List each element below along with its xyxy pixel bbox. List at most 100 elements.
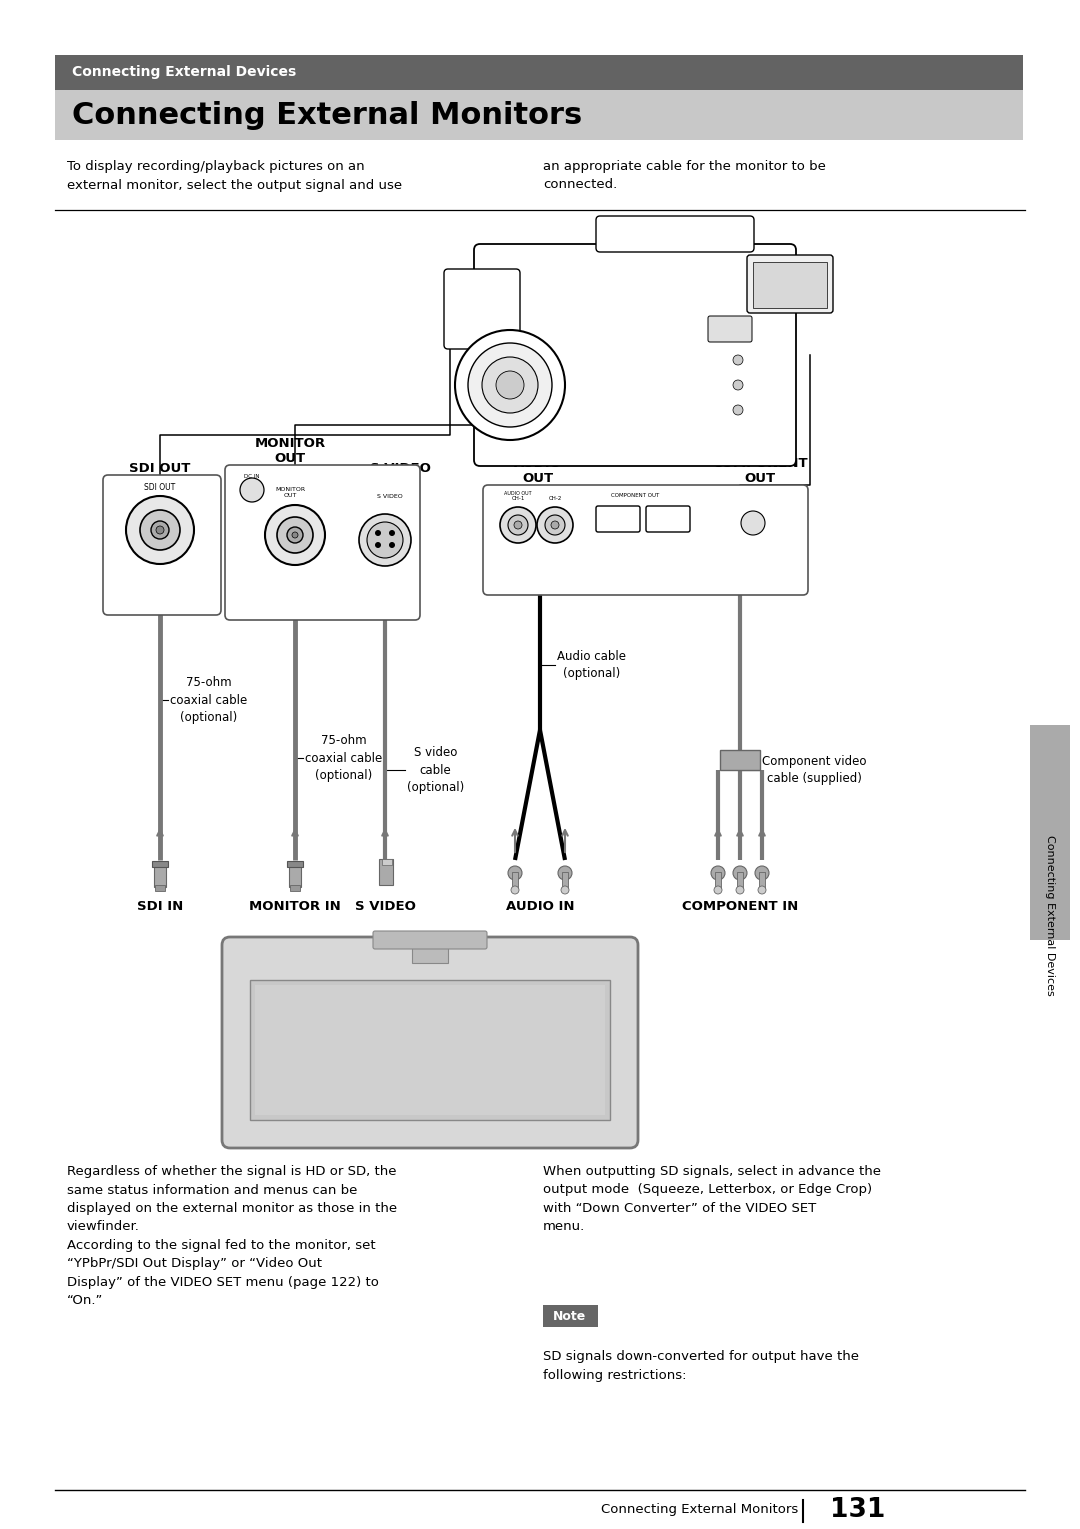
FancyBboxPatch shape	[225, 465, 420, 619]
Bar	[154, 865, 166, 887]
Circle shape	[496, 372, 524, 399]
FancyBboxPatch shape	[753, 261, 827, 307]
Bar	[715, 872, 721, 890]
Text: When outputting SD signals, select in advance the
output mode  (Squeeze, Letterb: When outputting SD signals, select in ad…	[543, 1165, 881, 1234]
Circle shape	[537, 508, 573, 543]
Circle shape	[367, 521, 403, 558]
FancyBboxPatch shape	[708, 317, 752, 342]
Text: S VIDEO: S VIDEO	[369, 462, 431, 476]
Circle shape	[126, 495, 194, 564]
Text: AUDIO IN: AUDIO IN	[505, 901, 575, 913]
Text: 75-ohm
coaxial cable
(optional): 75-ohm coaxial cable (optional)	[305, 734, 382, 781]
Circle shape	[482, 356, 538, 413]
Bar	[720, 751, 760, 771]
Text: an appropriate cable for the monitor to be
connected.: an appropriate cable for the monitor to …	[543, 161, 826, 191]
Circle shape	[551, 521, 559, 529]
Circle shape	[468, 342, 552, 427]
FancyBboxPatch shape	[747, 255, 833, 313]
FancyBboxPatch shape	[255, 985, 605, 1115]
Circle shape	[151, 521, 168, 540]
Text: 131: 131	[831, 1497, 886, 1523]
Text: SDI OUT: SDI OUT	[130, 462, 191, 476]
Text: Note: Note	[553, 1309, 586, 1323]
Circle shape	[545, 515, 565, 535]
Text: Regardless of whether the signal is HD or SD, the
same status information and me: Regardless of whether the signal is HD o…	[67, 1165, 397, 1307]
FancyBboxPatch shape	[222, 937, 638, 1148]
Circle shape	[514, 521, 522, 529]
FancyBboxPatch shape	[646, 506, 690, 532]
Bar	[512, 872, 518, 890]
Bar	[543, 1304, 598, 1327]
Text: Component video
cable (supplied): Component video cable (supplied)	[762, 755, 866, 784]
Bar	[411, 940, 448, 963]
Text: Audio cable
(optional): Audio cable (optional)	[557, 650, 626, 680]
Text: S VIDEO: S VIDEO	[377, 494, 403, 498]
Bar	[55, 90, 1023, 141]
Circle shape	[733, 381, 743, 390]
Circle shape	[508, 865, 522, 881]
Text: S VIDEO: S VIDEO	[354, 901, 416, 913]
FancyBboxPatch shape	[596, 506, 640, 532]
Circle shape	[276, 517, 313, 553]
Circle shape	[714, 885, 723, 894]
Text: SDI OUT: SDI OUT	[145, 483, 176, 492]
Circle shape	[511, 885, 519, 894]
Text: To display recording/playback pictures on an
external monitor, select the output: To display recording/playback pictures o…	[67, 161, 402, 191]
Circle shape	[508, 515, 528, 535]
Circle shape	[733, 865, 747, 881]
Bar	[152, 861, 168, 867]
Circle shape	[741, 511, 765, 535]
Circle shape	[292, 532, 298, 538]
Text: AUDIO OUT: AUDIO OUT	[504, 491, 531, 495]
Text: COMPONENT
OUT: COMPONENT OUT	[712, 457, 808, 485]
Bar	[291, 885, 300, 891]
Circle shape	[240, 479, 264, 502]
Bar	[55, 55, 1023, 90]
FancyBboxPatch shape	[444, 269, 519, 349]
Bar	[156, 885, 165, 891]
Circle shape	[733, 405, 743, 414]
Circle shape	[389, 531, 395, 537]
FancyBboxPatch shape	[373, 931, 487, 950]
Circle shape	[733, 355, 743, 365]
Text: AUDIO
OUT: AUDIO OUT	[514, 457, 562, 485]
Bar	[289, 865, 301, 887]
Text: MONITOR IN: MONITOR IN	[249, 901, 341, 913]
Circle shape	[561, 885, 569, 894]
Text: MONITOR
OUT: MONITOR OUT	[275, 488, 305, 498]
FancyBboxPatch shape	[483, 485, 808, 595]
Circle shape	[500, 508, 536, 543]
Bar	[759, 872, 765, 890]
Circle shape	[265, 505, 325, 566]
Text: COMPONENT IN: COMPONENT IN	[681, 901, 798, 913]
Text: SDI IN: SDI IN	[137, 901, 184, 913]
Text: DC IN: DC IN	[244, 474, 260, 479]
FancyBboxPatch shape	[474, 245, 796, 466]
Text: COMPONENT OUT: COMPONENT OUT	[611, 492, 659, 498]
FancyBboxPatch shape	[596, 216, 754, 252]
Circle shape	[375, 541, 381, 547]
Circle shape	[375, 531, 381, 537]
Bar	[562, 872, 568, 890]
Bar	[737, 872, 743, 890]
Circle shape	[755, 865, 769, 881]
Circle shape	[287, 528, 303, 543]
Circle shape	[758, 885, 766, 894]
Text: Connecting External Devices: Connecting External Devices	[72, 66, 296, 80]
Circle shape	[140, 511, 180, 550]
Circle shape	[156, 526, 164, 534]
Text: SD signals down-converted for output have the
following restrictions:: SD signals down-converted for output hav…	[543, 1350, 859, 1382]
Bar	[287, 861, 303, 867]
Text: MONITOR
OUT: MONITOR OUT	[255, 437, 325, 465]
Text: CH-1: CH-1	[511, 495, 525, 502]
Text: Connecting External Monitors: Connecting External Monitors	[600, 1503, 798, 1517]
Bar	[379, 859, 393, 885]
FancyBboxPatch shape	[249, 980, 610, 1121]
Circle shape	[711, 865, 725, 881]
Circle shape	[558, 865, 572, 881]
Bar	[382, 859, 392, 865]
FancyBboxPatch shape	[103, 476, 221, 615]
Circle shape	[389, 541, 395, 547]
Text: CH-2: CH-2	[549, 495, 562, 502]
Circle shape	[735, 885, 744, 894]
